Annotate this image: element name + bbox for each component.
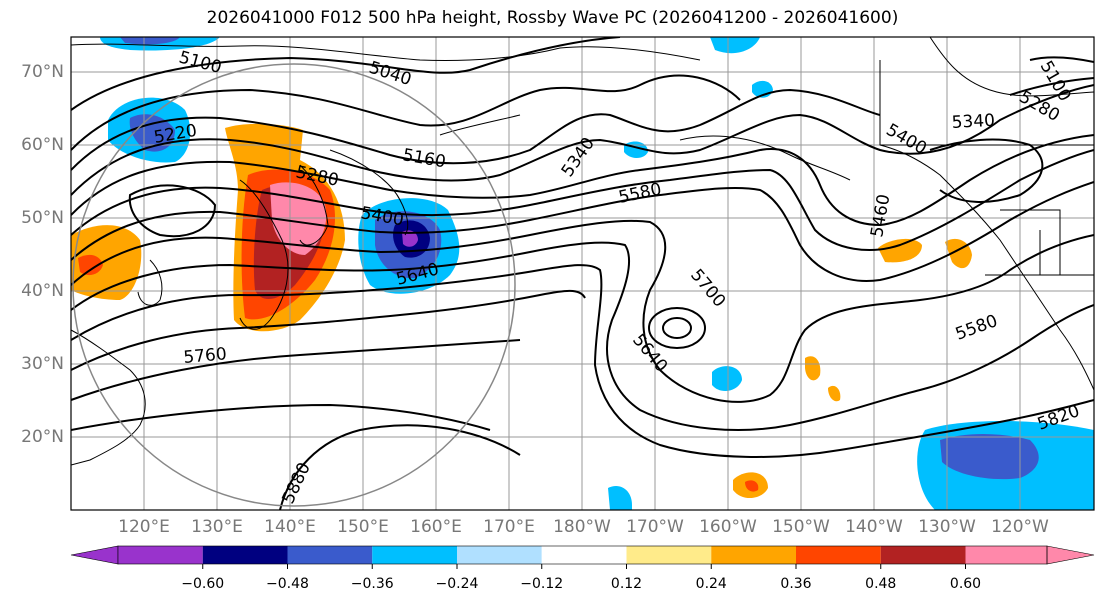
colorbar-tick-label: −0.24 (435, 576, 479, 592)
lon-label: 140°E (264, 517, 316, 537)
contour-label: 5160 (401, 145, 447, 172)
contour-label: 5760 (183, 344, 228, 368)
contour-label: 5460 (867, 193, 894, 239)
contour-label: 5640 (628, 330, 671, 376)
colorbar-frame (117, 545, 1048, 565)
lon-label: 120°W (991, 517, 1049, 537)
colorbar-max-extension (1046, 545, 1095, 565)
lon-label: 170°E (483, 517, 535, 537)
contour-label: 5880 (278, 459, 314, 507)
colorbar-segment (372, 546, 457, 564)
colorbar-segment (626, 546, 712, 564)
lon-label: 150°E (337, 517, 389, 537)
height-contours (71, 37, 1094, 510)
negative-anomaly-nwpacific-purple (402, 230, 418, 247)
lon-label: 130°E (191, 517, 243, 537)
lat-label: 50°N (21, 208, 64, 228)
negative-anomaly-arctic-core (120, 37, 180, 45)
colorbar-segment (457, 546, 542, 564)
colorbar-segment (118, 546, 203, 564)
colorbar-tick-label: 0.36 (780, 576, 812, 592)
colorbar-segment (287, 546, 373, 564)
lat-label: 40°N (21, 281, 64, 301)
lon-label: 160°E (410, 517, 462, 537)
colorbar-segment (711, 546, 796, 564)
positive-anomaly-subtropic-1 (805, 356, 821, 381)
colorbar-tick-label: −0.48 (266, 576, 309, 592)
analysis-region-circle (72, 63, 516, 507)
colorbar-segment (202, 546, 288, 564)
coastlines (71, 37, 1094, 466)
positive-anomaly-gulf-alaska (878, 238, 922, 263)
colorbar-tick-label: 0.24 (695, 576, 727, 592)
colorbar-tick-label: −0.60 (181, 576, 225, 592)
lon-label: 140°W (845, 517, 903, 537)
contour-label: 5340 (951, 111, 995, 133)
negative-anomaly-hawaii-core (940, 434, 1039, 480)
lat-label: 30°N (21, 354, 64, 374)
lat-label: 60°N (21, 135, 64, 155)
lon-label: 180°W (553, 517, 611, 537)
negative-anomaly-small-1 (712, 366, 742, 392)
contour-label: 5580 (953, 311, 1000, 345)
colorbar-tick-label: −0.36 (350, 576, 394, 592)
colorbar-min-extension (70, 545, 119, 565)
negative-anomaly-siberia-core (129, 114, 175, 152)
colorbar-segment (965, 546, 1048, 564)
lon-label: 160°W (699, 517, 757, 537)
colorbar-tick-label: −0.12 (520, 576, 564, 592)
negative-anomaly-small-2 (608, 485, 632, 510)
colorbar-tick-label: 0.60 (949, 576, 982, 592)
lat-label: 20°N (21, 427, 64, 447)
positive-anomaly-subtropic-2 (828, 385, 841, 402)
contour-label: 5580 (617, 179, 663, 208)
positive-anomaly-west-core (78, 254, 103, 276)
colorbar-tick-label: 0.48 (865, 576, 897, 592)
colorbar-tick-label: 0.12 (610, 576, 643, 592)
colorbar-segment (796, 546, 881, 564)
lon-label: 120°E (118, 517, 170, 537)
colorbar (70, 545, 1095, 569)
colorbar-segment (880, 546, 966, 564)
plot-frame (70, 36, 1095, 511)
lat-label: 70°N (21, 62, 64, 82)
map-title: 2026041000 F012 500 hPa height, Rossby W… (206, 8, 899, 28)
lon-label: 170°W (626, 517, 684, 537)
positive-anomaly-subtropic-3-core (745, 480, 759, 492)
negative-anomaly-alaska (710, 37, 760, 54)
lon-label: 150°W (772, 517, 830, 537)
lon-label: 130°W (918, 517, 976, 537)
contour-label: 5700 (686, 265, 729, 311)
colorbar-segment (541, 546, 627, 564)
